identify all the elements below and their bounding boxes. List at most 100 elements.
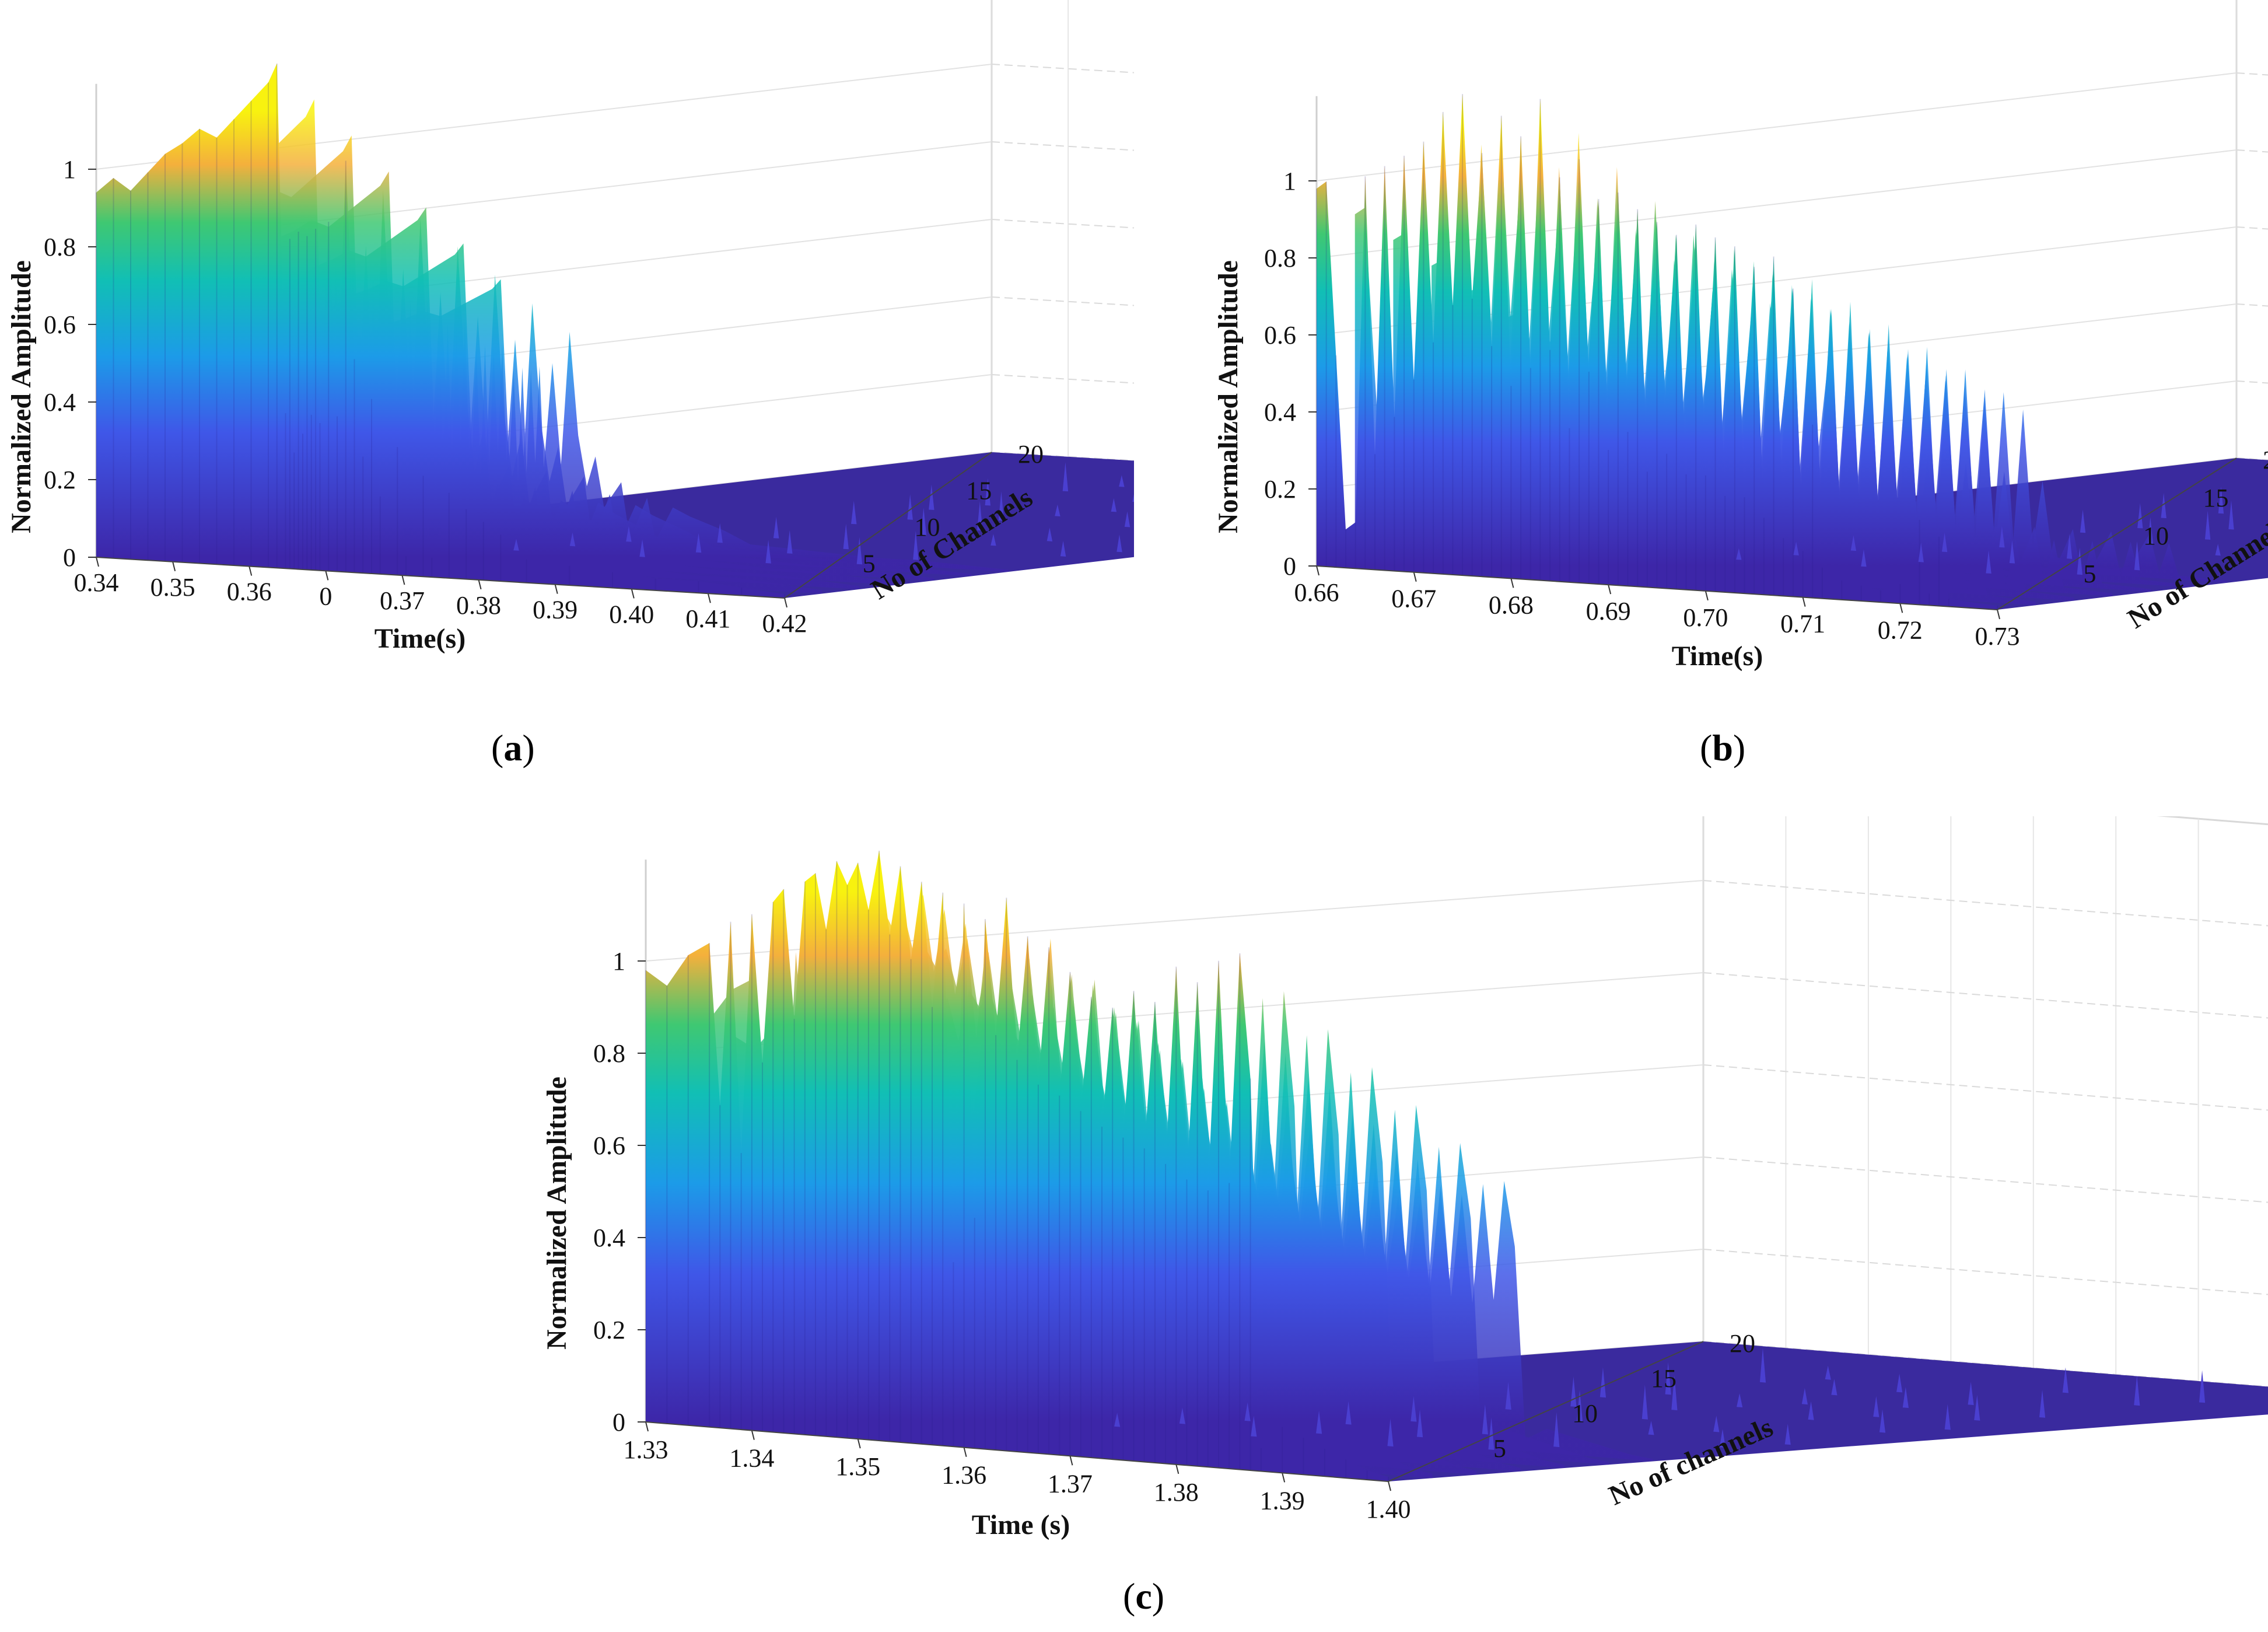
floor-spike [1974,1395,1980,1421]
z-tick-label: 0.2 [1264,475,1296,504]
floor-spike [1737,1393,1743,1408]
y-axis-line [1997,457,2237,610]
floor-spike [1793,541,1799,555]
grid-hline [991,374,1134,384]
floor-spike [2204,511,2211,540]
x-tick-label: 1.38 [1154,1478,1199,1507]
z-axis-label: Normalized Amplitude [6,260,37,533]
panel-c: 1.33 1.34 1.35 1.36 1.37 1.38 1.39 1.40 5 10 15 20 0… [0,816,2268,1632]
grid-hline [991,219,1134,229]
floor-spike [639,539,645,557]
y-tick-label: 15 [1651,1364,1676,1393]
floor-spike [1124,511,1130,527]
surface-plot-a: 0.34 0.35 0.36 0 0.37 0.38 0.39 0.40 0.41 0.42510… [6,0,1134,654]
x-tick-mark [1510,578,1514,588]
floor-spike [1387,1418,1394,1447]
surface-a [96,63,1134,598]
x-tick-label: 0.42 [762,609,807,638]
floor-spike [1879,1409,1886,1433]
x-tick-label: 0.35 [150,573,195,602]
floor-spike [1116,534,1122,553]
floor-spike [1114,1413,1121,1427]
grid-sideline [1316,149,2237,258]
surface-slice [96,63,785,598]
x-tick-mark [249,566,253,576]
x-tick-label: 0.37 [380,586,425,615]
floor-spike [1316,1410,1322,1434]
floor-spike [1046,527,1053,541]
floor-spike [1345,1401,1352,1425]
x-tick-mark [645,1421,649,1432]
floor-spike [1600,1367,1606,1398]
floor-spike [1873,1396,1880,1417]
floor-spike [843,523,849,550]
x-tick-label: 0.39 [533,596,578,624]
floor-spike [2134,541,2140,571]
y-tick-label: 10 [915,513,940,541]
y-tick-label: 15 [2203,484,2229,512]
floor-spike [907,494,913,520]
floor-spike [991,534,996,546]
x-tick-label: 1.35 [835,1452,880,1481]
floor-spike [1999,526,2005,548]
floor-spike [913,530,919,560]
x-tick-label: 0.36 [227,578,272,606]
floor-spike [2199,1370,2206,1403]
x-tick-mark [1802,597,1806,607]
grid-hline [1703,1249,2268,1295]
x-tick-label: 0.73 [1975,622,2020,651]
y-tick-label: 15 [966,477,992,505]
floor-spike [1577,1389,1583,1423]
surface-slice [1317,94,1997,610]
back-wall-a [991,0,993,452]
x-tick-mark [401,575,405,585]
floor-spike [1665,1362,1671,1395]
z-tick-label: 1 [1283,167,1296,195]
z-tick-label: 0.4 [44,388,76,417]
z-tick-label: 0.4 [593,1224,625,1252]
x-tick-mark [751,1430,755,1440]
x-tick-label: 1.33 [624,1435,668,1464]
x-axis-line [1316,565,1998,610]
x-tick-mark [96,557,99,567]
floor-spike [1251,1416,1257,1437]
y-axis-line [1388,1341,1704,1482]
floor-spike [1671,1375,1678,1410]
x-tick-mark [1608,584,1612,595]
floor-spike [1719,1429,1726,1448]
y-tick-label: 10 [2143,522,2169,550]
floor-spike [2067,533,2073,559]
x-tick-label: 0.69 [1586,597,1631,625]
floor-spike [1831,1379,1838,1396]
z-tick-label: 0 [63,543,76,572]
caption-c: (c) [1123,1575,1165,1617]
x-tick-mark [478,579,482,590]
x-tick-label: 1.36 [942,1461,986,1490]
floor-spike [773,516,779,539]
back-wall-c [1702,816,2268,1341]
floor-spike [2039,1390,2046,1418]
y-tick-label: 20 [1730,1329,1755,1358]
floor-spike [929,484,935,511]
z-tick-label: 1 [63,155,76,184]
x-tick-mark [784,597,788,608]
floor-spike [1132,494,1134,502]
z-tick-label: 0.4 [1264,398,1296,427]
floor-spike [1944,1404,1951,1430]
x-tick-mark [707,593,711,603]
z-tick-label: 0 [612,1408,625,1437]
grid-hline [2236,72,2268,76]
floor-spike [1648,1421,1654,1435]
floor-spike [1410,1396,1417,1422]
caption-b: (b) [1700,727,1746,768]
floor-spike [1861,549,1867,567]
caption-b-label: b [1712,727,1733,768]
grid-c [645,816,2268,1423]
floor-spike [1801,1388,1808,1405]
x-tick-mark [1316,565,1320,576]
x-axis-label: Time (s) [972,1509,1070,1540]
z-tick-label: 0.2 [593,1316,625,1344]
z-tick-label: 1 [612,947,625,976]
floor-spike [985,478,991,506]
floor-spike [1505,1382,1511,1410]
